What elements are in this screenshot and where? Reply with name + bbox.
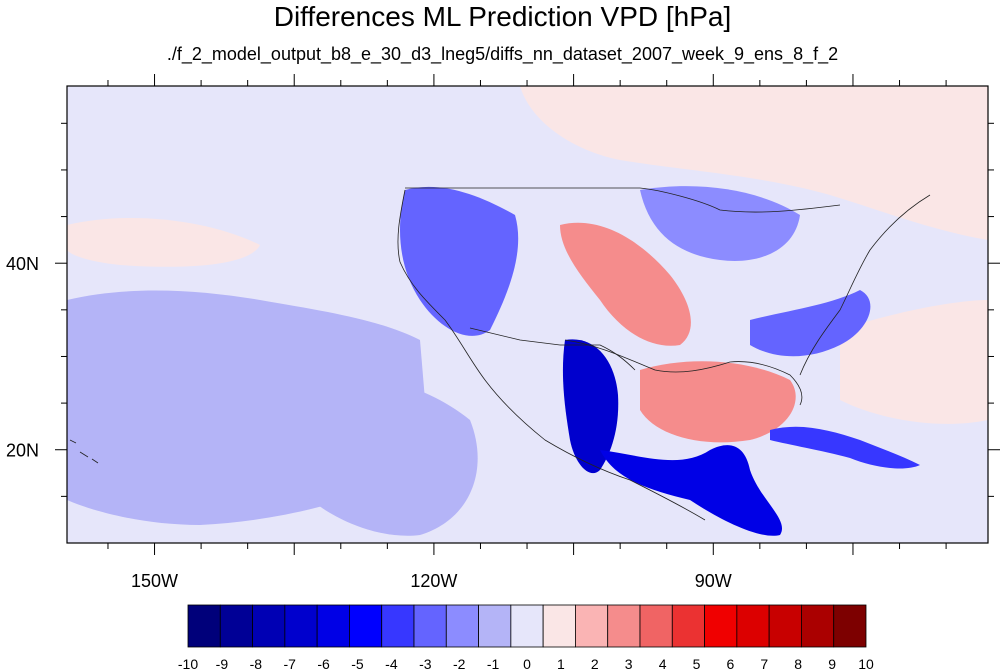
lat-tick-label: 40N (6, 254, 39, 274)
colorbar-label: -5 (351, 656, 364, 672)
map-plot-area (67, 86, 988, 543)
colorbar-swatch (478, 604, 512, 648)
colorbar-swatch (413, 604, 447, 648)
colorbar-label: 2 (591, 656, 599, 672)
colorbar-swatch (736, 604, 770, 648)
colorbar-label: -3 (419, 656, 432, 672)
colorbar-label: -7 (283, 656, 296, 672)
colorbar-label: 8 (794, 656, 802, 672)
colorbar-swatch (445, 604, 479, 648)
region-southeast-blue (750, 290, 871, 357)
colorbar-swatch (542, 604, 576, 648)
lon-tick-label: 120W (410, 571, 457, 591)
colorbar-labels: -10 -9 -8 -7 -6 -5 -4 -3 -2 -1 0 1 2 3 4 5 6 7 8 9 10 (178, 656, 874, 672)
colorbar-swatch (510, 604, 544, 648)
lon-tick-label: 150W (131, 571, 178, 591)
map-subtitle: ./f_2_model_output_b8_e_30_d3_lneg5/diff… (166, 44, 839, 64)
lat-tick-label: 20N (6, 441, 39, 461)
us-mexico-border (469, 327, 636, 371)
region-gulf-red (640, 361, 796, 443)
colorbar-swatch (219, 604, 253, 648)
lon-tick-label: 90W (695, 571, 732, 591)
west-coast-line (397, 189, 706, 521)
colorbar-swatch (349, 604, 383, 648)
colorbar-swatch (639, 604, 673, 648)
region-great-basin-blue (400, 186, 519, 336)
colorbar-swatch (704, 604, 738, 648)
colorbar-swatch (607, 604, 641, 648)
us-canada-border (405, 187, 841, 213)
colorbar-label: -2 (453, 656, 466, 672)
region-mexico-dark-blue (562, 339, 619, 474)
gulf-coast-line (564, 339, 803, 406)
east-coast-line (799, 194, 931, 376)
colorbar-label: -6 (317, 656, 330, 672)
hawaii-islands (69, 439, 99, 464)
colorbar-swatch (284, 604, 318, 648)
colorbar-label: -4 (385, 656, 398, 672)
colorbar-swatch (381, 604, 415, 648)
colorbar-label: 9 (828, 656, 836, 672)
colorbar-swatch (801, 604, 835, 648)
colorbar-label: 7 (760, 656, 768, 672)
map-ticks (55, 74, 1000, 555)
colorbar (187, 604, 867, 648)
region-atlantic-pink (840, 300, 988, 424)
colorbar-label: -1 (487, 656, 500, 672)
colorbar-label: 10 (858, 656, 874, 672)
colorbar-swatch (575, 604, 609, 648)
region-north-pacific-pink (67, 217, 260, 267)
colorbar-label: 3 (625, 656, 633, 672)
colorbar-label: 1 (557, 656, 565, 672)
colorbar-swatch (768, 604, 802, 648)
region-caribbean-blue (770, 426, 920, 469)
coastlines-and-borders (69, 187, 931, 521)
colorbar-label: 0 (523, 656, 531, 672)
colorbar-swatch (252, 604, 286, 648)
region-southern-plains-red (560, 222, 691, 346)
colorbar-label: 5 (693, 656, 701, 672)
map-tick-labels: 150W 120W 90W 40N 20N (6, 254, 732, 591)
colorbar-swatch (316, 604, 350, 648)
colorbar-label: -10 (178, 656, 198, 672)
colorbar-label: 6 (727, 656, 735, 672)
colorbar-label: -8 (250, 656, 263, 672)
map-title: Differences ML Prediction VPD [hPa] (273, 1, 732, 32)
colorbar-label: 4 (659, 656, 667, 672)
region-canada-pink (520, 86, 988, 240)
region-subtropical-pacific-blue (300, 376, 478, 536)
colorbar-label: -9 (216, 656, 229, 672)
colorbar-swatch (671, 604, 705, 648)
region-central-america-blue (600, 445, 783, 536)
region-midwest-light-blue (640, 186, 800, 261)
colorbar-swatch (833, 604, 867, 648)
colorbar-swatch (187, 604, 221, 648)
